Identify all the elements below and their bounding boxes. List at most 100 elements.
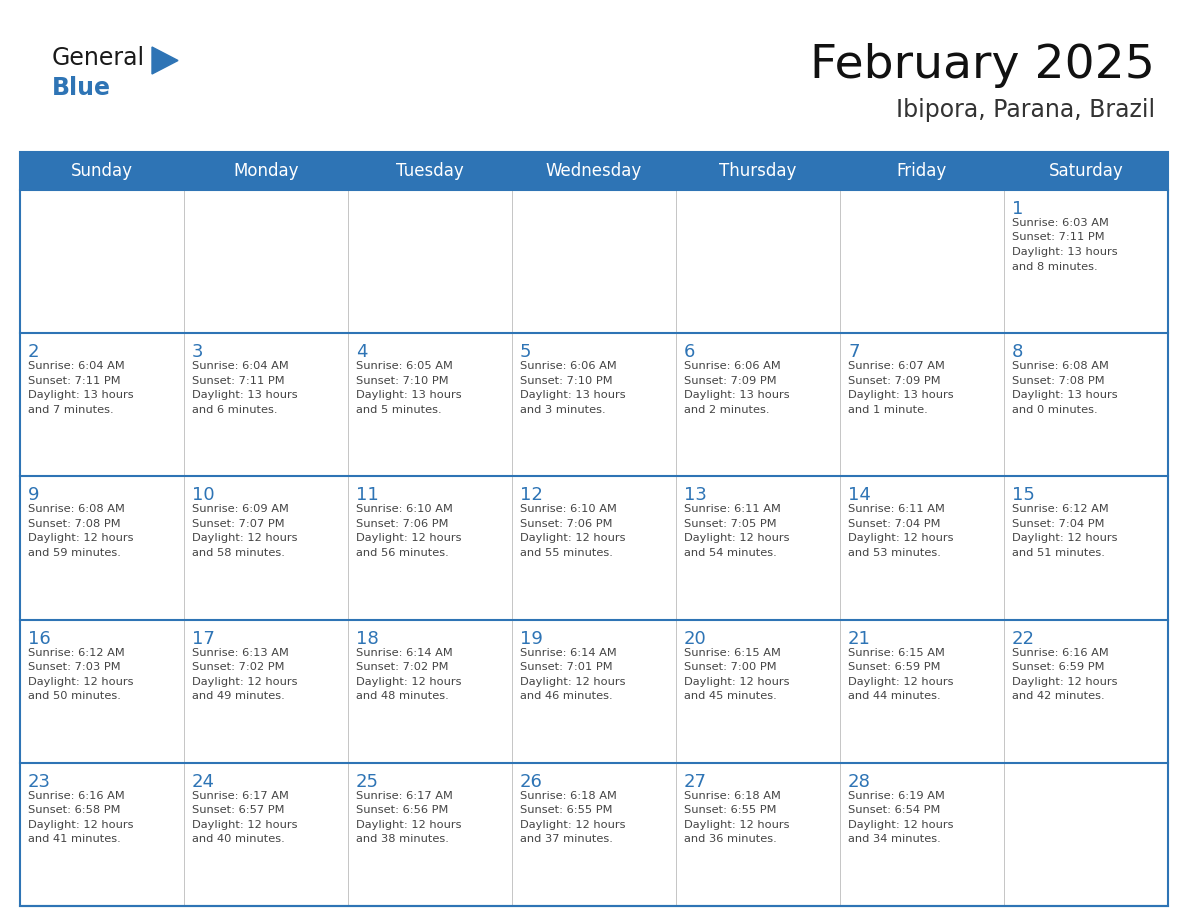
Text: Sunset: 6:57 PM: Sunset: 6:57 PM [192, 805, 284, 815]
Text: Saturday: Saturday [1049, 162, 1124, 180]
Text: and 55 minutes.: and 55 minutes. [520, 548, 613, 558]
Bar [20, 190, 1168, 333]
Text: and 56 minutes.: and 56 minutes. [356, 548, 449, 558]
Text: Sunrise: 6:03 AM: Sunrise: 6:03 AM [1012, 218, 1108, 228]
Text: Daylight: 12 hours: Daylight: 12 hours [1012, 677, 1118, 687]
Bar [20, 620, 1168, 763]
Text: Sunset: 7:10 PM: Sunset: 7:10 PM [520, 375, 613, 386]
Text: 12: 12 [520, 487, 543, 504]
Text: Daylight: 13 hours: Daylight: 13 hours [356, 390, 462, 400]
Text: 28: 28 [848, 773, 871, 790]
Text: and 42 minutes.: and 42 minutes. [1012, 691, 1105, 701]
Text: Sunrise: 6:16 AM: Sunrise: 6:16 AM [1012, 647, 1108, 657]
Text: Daylight: 12 hours: Daylight: 12 hours [520, 820, 626, 830]
Text: Monday: Monday [233, 162, 298, 180]
Text: 27: 27 [684, 773, 707, 790]
Text: Daylight: 13 hours: Daylight: 13 hours [1012, 247, 1118, 257]
Text: Sunrise: 6:07 AM: Sunrise: 6:07 AM [848, 361, 944, 371]
Text: and 7 minutes.: and 7 minutes. [29, 405, 114, 415]
Text: Sunrise: 6:15 AM: Sunrise: 6:15 AM [684, 647, 781, 657]
Text: Daylight: 12 hours: Daylight: 12 hours [29, 820, 133, 830]
Text: Daylight: 12 hours: Daylight: 12 hours [684, 820, 790, 830]
Text: Sunset: 7:10 PM: Sunset: 7:10 PM [356, 375, 449, 386]
Text: and 59 minutes.: and 59 minutes. [29, 548, 121, 558]
Text: Sunset: 7:08 PM: Sunset: 7:08 PM [1012, 375, 1105, 386]
Text: and 3 minutes.: and 3 minutes. [520, 405, 606, 415]
Text: Sunset: 7:11 PM: Sunset: 7:11 PM [192, 375, 285, 386]
Text: Sunrise: 6:09 AM: Sunrise: 6:09 AM [192, 504, 289, 514]
Text: General: General [52, 46, 145, 70]
Text: Daylight: 12 hours: Daylight: 12 hours [520, 533, 626, 543]
Text: Sunrise: 6:06 AM: Sunrise: 6:06 AM [684, 361, 781, 371]
Text: Sunset: 7:01 PM: Sunset: 7:01 PM [520, 662, 613, 672]
Text: Sunrise: 6:19 AM: Sunrise: 6:19 AM [848, 790, 944, 800]
Text: and 36 minutes.: and 36 minutes. [684, 834, 777, 845]
Text: Daylight: 12 hours: Daylight: 12 hours [356, 533, 461, 543]
Text: and 51 minutes.: and 51 minutes. [1012, 548, 1105, 558]
Text: Sunday: Sunday [71, 162, 133, 180]
Text: Sunset: 6:59 PM: Sunset: 6:59 PM [848, 662, 941, 672]
Text: Sunrise: 6:15 AM: Sunrise: 6:15 AM [848, 647, 944, 657]
Text: 23: 23 [29, 773, 51, 790]
Text: Daylight: 12 hours: Daylight: 12 hours [192, 820, 297, 830]
Text: 26: 26 [520, 773, 543, 790]
Text: Daylight: 12 hours: Daylight: 12 hours [684, 677, 790, 687]
Text: 9: 9 [29, 487, 39, 504]
Text: Sunset: 6:58 PM: Sunset: 6:58 PM [29, 805, 120, 815]
Text: Daylight: 12 hours: Daylight: 12 hours [192, 677, 297, 687]
Text: 3: 3 [192, 343, 203, 361]
Text: and 0 minutes.: and 0 minutes. [1012, 405, 1098, 415]
Text: Ibipora, Parana, Brazil: Ibipora, Parana, Brazil [896, 98, 1155, 122]
Text: 7: 7 [848, 343, 859, 361]
Text: February 2025: February 2025 [810, 42, 1155, 87]
Text: 19: 19 [520, 630, 543, 647]
Text: and 50 minutes.: and 50 minutes. [29, 691, 121, 701]
Text: Sunrise: 6:10 AM: Sunrise: 6:10 AM [520, 504, 617, 514]
Text: 21: 21 [848, 630, 871, 647]
Text: 13: 13 [684, 487, 707, 504]
Text: and 38 minutes.: and 38 minutes. [356, 834, 449, 845]
Text: Blue: Blue [52, 76, 110, 100]
Text: Tuesday: Tuesday [396, 162, 463, 180]
Text: Daylight: 13 hours: Daylight: 13 hours [848, 390, 954, 400]
Text: 10: 10 [192, 487, 215, 504]
Text: and 37 minutes.: and 37 minutes. [520, 834, 613, 845]
Bar [20, 763, 1168, 906]
Text: Sunrise: 6:08 AM: Sunrise: 6:08 AM [29, 504, 125, 514]
Text: Sunrise: 6:12 AM: Sunrise: 6:12 AM [29, 647, 125, 657]
Text: Sunrise: 6:17 AM: Sunrise: 6:17 AM [192, 790, 289, 800]
Text: Sunrise: 6:04 AM: Sunrise: 6:04 AM [29, 361, 125, 371]
Text: Sunset: 7:02 PM: Sunset: 7:02 PM [192, 662, 284, 672]
Bar [20, 152, 1168, 906]
Text: and 5 minutes.: and 5 minutes. [356, 405, 442, 415]
Text: and 44 minutes.: and 44 minutes. [848, 691, 941, 701]
Text: Sunrise: 6:06 AM: Sunrise: 6:06 AM [520, 361, 617, 371]
Text: Friday: Friday [897, 162, 947, 180]
Text: Wednesday: Wednesday [545, 162, 643, 180]
Text: Sunset: 7:09 PM: Sunset: 7:09 PM [684, 375, 777, 386]
Text: Sunrise: 6:16 AM: Sunrise: 6:16 AM [29, 790, 125, 800]
Bar [20, 476, 1168, 620]
Text: Daylight: 13 hours: Daylight: 13 hours [520, 390, 626, 400]
Text: Sunset: 7:02 PM: Sunset: 7:02 PM [356, 662, 449, 672]
Text: Daylight: 12 hours: Daylight: 12 hours [29, 677, 133, 687]
Text: Daylight: 13 hours: Daylight: 13 hours [29, 390, 133, 400]
Text: Sunset: 6:56 PM: Sunset: 6:56 PM [356, 805, 448, 815]
Text: Daylight: 13 hours: Daylight: 13 hours [684, 390, 790, 400]
Text: Sunrise: 6:12 AM: Sunrise: 6:12 AM [1012, 504, 1108, 514]
Text: 15: 15 [1012, 487, 1035, 504]
Text: Sunrise: 6:14 AM: Sunrise: 6:14 AM [520, 647, 617, 657]
Text: 18: 18 [356, 630, 379, 647]
Text: 8: 8 [1012, 343, 1023, 361]
Text: 4: 4 [356, 343, 367, 361]
Text: 24: 24 [192, 773, 215, 790]
Text: Sunrise: 6:17 AM: Sunrise: 6:17 AM [356, 790, 453, 800]
Text: Daylight: 13 hours: Daylight: 13 hours [192, 390, 298, 400]
Text: Daylight: 12 hours: Daylight: 12 hours [684, 533, 790, 543]
Polygon shape [152, 47, 178, 74]
Text: Sunset: 7:09 PM: Sunset: 7:09 PM [848, 375, 941, 386]
Text: and 34 minutes.: and 34 minutes. [848, 834, 941, 845]
Text: 22: 22 [1012, 630, 1035, 647]
Text: Sunset: 7:00 PM: Sunset: 7:00 PM [684, 662, 777, 672]
Text: Sunrise: 6:18 AM: Sunrise: 6:18 AM [684, 790, 781, 800]
